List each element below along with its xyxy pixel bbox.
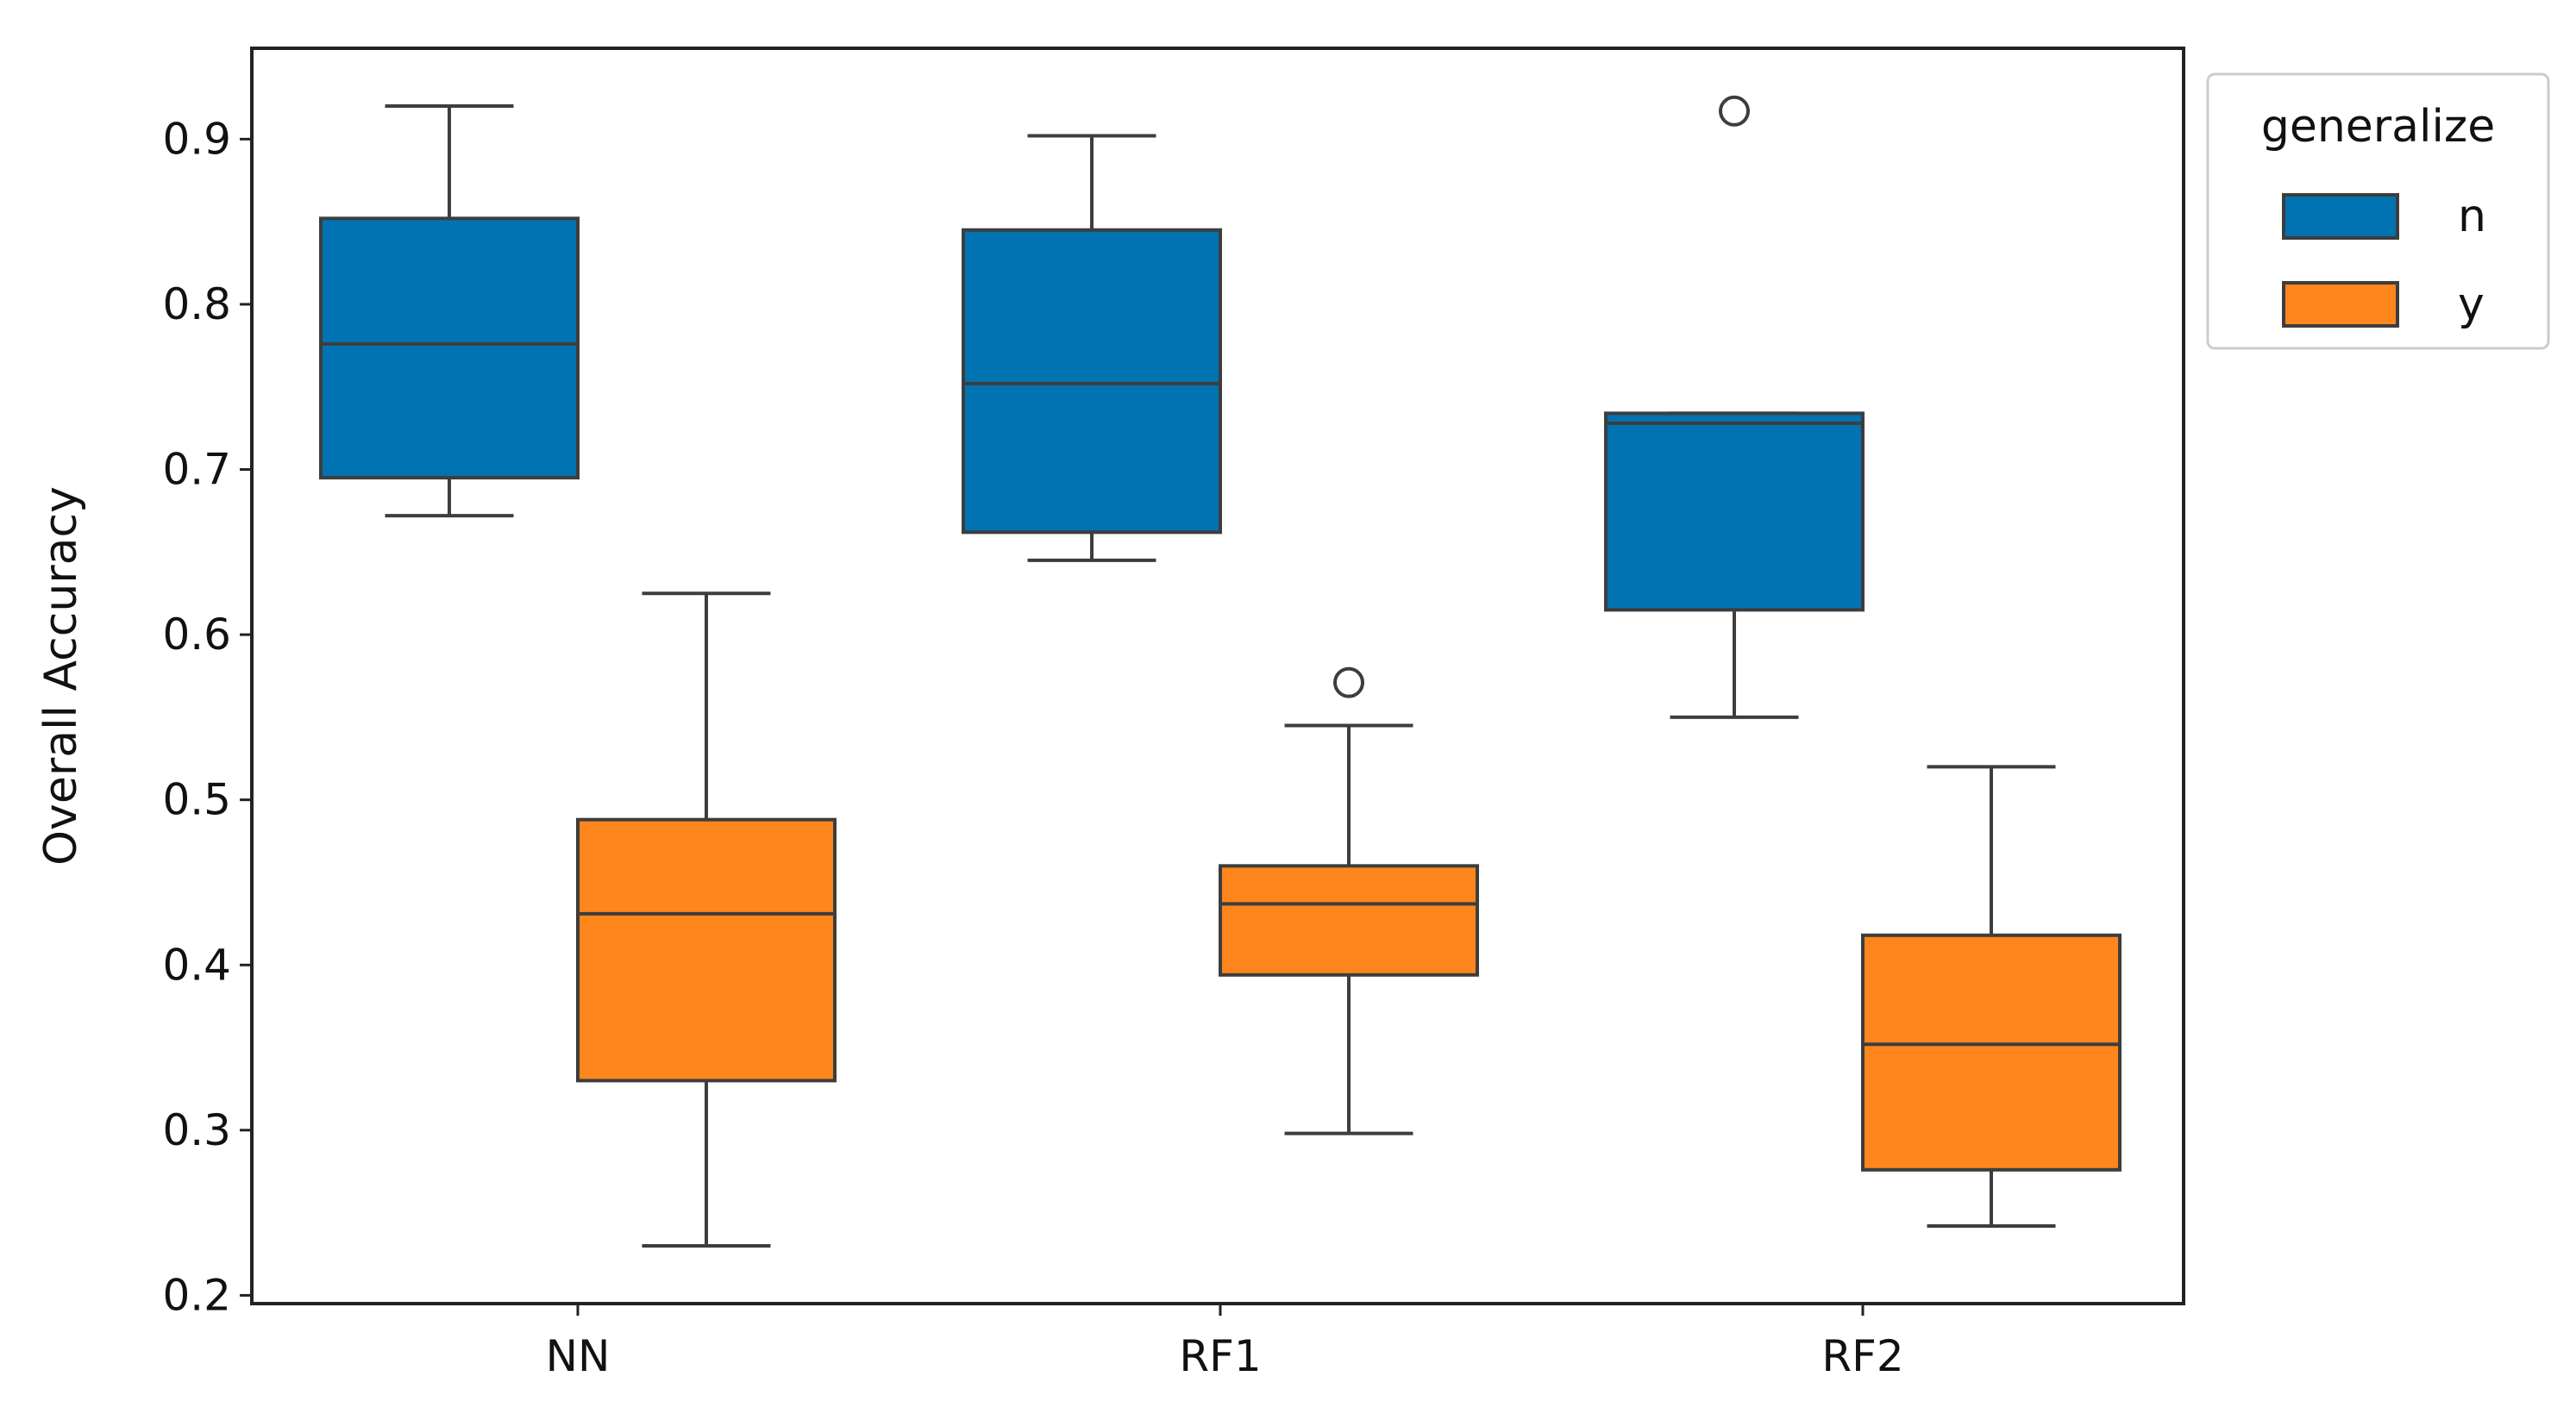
box-body bbox=[319, 216, 580, 480]
x-tick-label: RF1 bbox=[1179, 1331, 1261, 1381]
y-tick-label: 0.4 bbox=[162, 940, 231, 990]
box-y-NN bbox=[576, 591, 837, 1248]
y-tick-label: 0.6 bbox=[162, 610, 231, 660]
box-y-RF2 bbox=[1861, 765, 2122, 1228]
box-body bbox=[1604, 411, 1865, 612]
x-tick-label: NN bbox=[546, 1331, 611, 1381]
y-tick-label: 0.9 bbox=[162, 114, 231, 164]
legend-title: generalize bbox=[2261, 101, 2495, 153]
y-tick-label: 0.3 bbox=[162, 1105, 231, 1155]
box-n-RF1 bbox=[962, 134, 1222, 562]
box-n-RF2 bbox=[1604, 95, 1865, 719]
outlier-point bbox=[1719, 95, 1750, 127]
x-axis: NN RF1 RF2 bbox=[546, 1304, 1904, 1381]
box-body bbox=[962, 228, 1222, 535]
legend-label-n: n bbox=[2458, 191, 2486, 242]
legend-label-y: y bbox=[2458, 278, 2485, 330]
y-axis: 0.2 0.3 0.4 0.5 0.6 0.7 0.8 0.9 bbox=[162, 114, 252, 1320]
y-axis-label: Overall Accuracy bbox=[35, 486, 87, 866]
box-n-NN bbox=[319, 104, 580, 518]
y-tick-label: 0.5 bbox=[162, 775, 231, 825]
box-y-RF1 bbox=[1219, 666, 1479, 1135]
legend: generalize ny bbox=[2206, 72, 2550, 350]
box-body bbox=[576, 817, 837, 1083]
boxes-layer bbox=[319, 95, 2122, 1248]
legend-swatch-n bbox=[2282, 193, 2399, 240]
y-tick-label: 0.8 bbox=[162, 279, 231, 329]
legend-swatch-y bbox=[2282, 281, 2399, 328]
box-body bbox=[1219, 864, 1479, 977]
y-tick-label: 0.2 bbox=[162, 1270, 231, 1320]
plot-frame bbox=[250, 47, 2185, 1305]
outlier-point bbox=[1333, 666, 1364, 698]
x-tick-label: RF2 bbox=[1821, 1331, 1903, 1381]
box-body bbox=[1861, 933, 2122, 1172]
y-tick-label: 0.7 bbox=[162, 445, 231, 495]
